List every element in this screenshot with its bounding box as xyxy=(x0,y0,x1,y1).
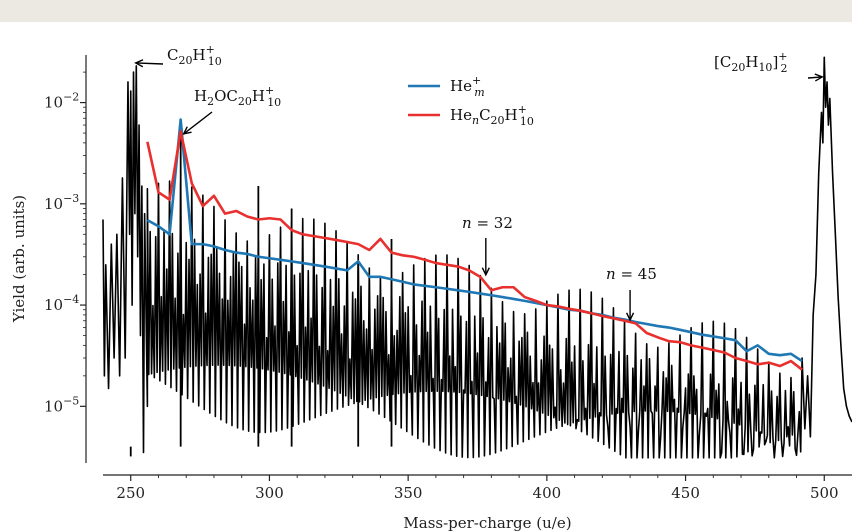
annotation-arrow-n45 xyxy=(625,290,635,322)
series-line-He_n_C20H10 xyxy=(146,130,803,371)
x-tick-label: 400 xyxy=(533,484,562,502)
y-tick-label: 10−5 xyxy=(44,394,79,415)
annotation-arrow-dimer xyxy=(807,73,824,82)
series-lines xyxy=(146,118,803,371)
annotation-arrow-c20h10 xyxy=(134,59,164,68)
top-band xyxy=(0,0,852,22)
x-tick-label: 450 xyxy=(671,484,700,502)
annotation-n32: n = 32 xyxy=(462,214,513,232)
y-axis-title: Yield (arb. units) xyxy=(10,195,28,323)
x-tick-label: 300 xyxy=(255,484,284,502)
mass-spectrum-trace xyxy=(102,56,852,459)
y-tick-label: 10−4 xyxy=(44,293,79,314)
series-line-He_m xyxy=(146,118,803,363)
annotation-n45: n = 45 xyxy=(606,265,657,283)
spectrum-line xyxy=(102,56,852,459)
annotation-arrow-h2oc20h10 xyxy=(182,111,213,135)
y-tick-label: 10−3 xyxy=(44,192,79,213)
y-tick-label: 10−2 xyxy=(44,91,79,112)
legend: He+ m HenC20H+ 10 xyxy=(408,74,534,128)
x-tick-label: 500 xyxy=(810,484,839,502)
legend-label-He_m: He+ m xyxy=(450,74,485,99)
axes: 250 300 350 400 450 500 10−5 10−4 10−3 10−2 Mass-p… xyxy=(10,55,852,531)
annotation-arrow-n32 xyxy=(481,238,490,277)
annotation-dimer: [C20H10]+ 2 xyxy=(714,50,788,75)
annotation-h2oc20h10: H2OC20H+ 10 xyxy=(194,84,281,109)
annotations: C20H+ 10 H2OC20H+ 10 [C20H10]+ 2 n = 32 n = 45 xyxy=(134,43,824,322)
x-axis-title: Mass-per-charge (u/e) xyxy=(403,514,571,531)
x-tick-label: 350 xyxy=(394,484,423,502)
annotation-c20h10: C20H+ 10 xyxy=(167,43,222,68)
x-tick-label: 250 xyxy=(116,484,145,502)
legend-label-He_n_C20H10: HenC20H+ 10 xyxy=(450,103,534,128)
